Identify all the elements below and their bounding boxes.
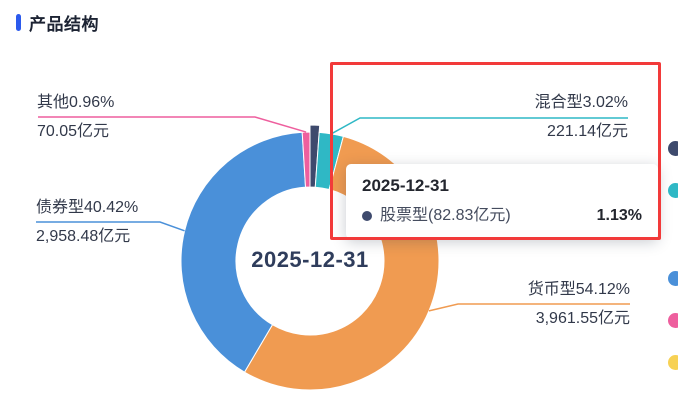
- chart-tooltip: 2025-12-31 股票型(82.83亿元) 1.13%: [346, 164, 658, 239]
- callout-money: 货币型54.12% 3,961.55亿元: [528, 280, 630, 329]
- legend-dot-yellow[interactable]: [668, 355, 678, 370]
- title-accent-bar: [16, 14, 21, 31]
- callout-bond: 债券型40.42% 2,958.48亿元: [36, 198, 138, 247]
- legend-dot-pink[interactable]: [668, 313, 678, 328]
- callout-mixed-amount: 221.14亿元: [547, 123, 628, 140]
- callout-other: 其他0.96% 70.05亿元: [37, 93, 114, 142]
- tooltip-row: 股票型(82.83亿元) 1.13%: [362, 205, 642, 227]
- legend-dot-blue[interactable]: [668, 271, 678, 286]
- callout-mixed: 混合型3.02% 221.14亿元: [535, 93, 628, 142]
- tooltip-series-value: 1.13%: [596, 207, 642, 224]
- callout-bond-name: 债券型40.42%: [36, 199, 139, 216]
- callout-bond-amount: 2,958.48亿元: [36, 228, 131, 245]
- callout-other-name: 其他0.96%: [37, 94, 115, 111]
- legend-dot-navy[interactable]: [668, 141, 678, 156]
- label-line-货币型: [428, 303, 630, 312]
- tooltip-series-marker-icon: [362, 211, 372, 221]
- tooltip-date: 2025-12-31: [362, 176, 449, 195]
- label-line-混合型: [331, 117, 628, 135]
- label-line-其他: [38, 116, 307, 133]
- page-title: 产品结构: [29, 15, 99, 34]
- label-line-债券型: [36, 221, 185, 232]
- callout-money-amount: 3,961.55亿元: [535, 310, 630, 327]
- callout-money-name: 货币型54.12%: [527, 281, 630, 298]
- legend-dot-teal[interactable]: [668, 183, 678, 198]
- callout-mixed-name: 混合型3.02%: [534, 94, 628, 111]
- pie-slice-债券型[interactable]: [180, 131, 307, 373]
- donut-center-date: 2025-12-31: [251, 247, 369, 272]
- callout-other-amount: 70.05亿元: [37, 123, 110, 140]
- panel-header: 产品结构: [16, 10, 99, 35]
- tooltip-series-name: 股票型(82.83亿元): [380, 207, 511, 224]
